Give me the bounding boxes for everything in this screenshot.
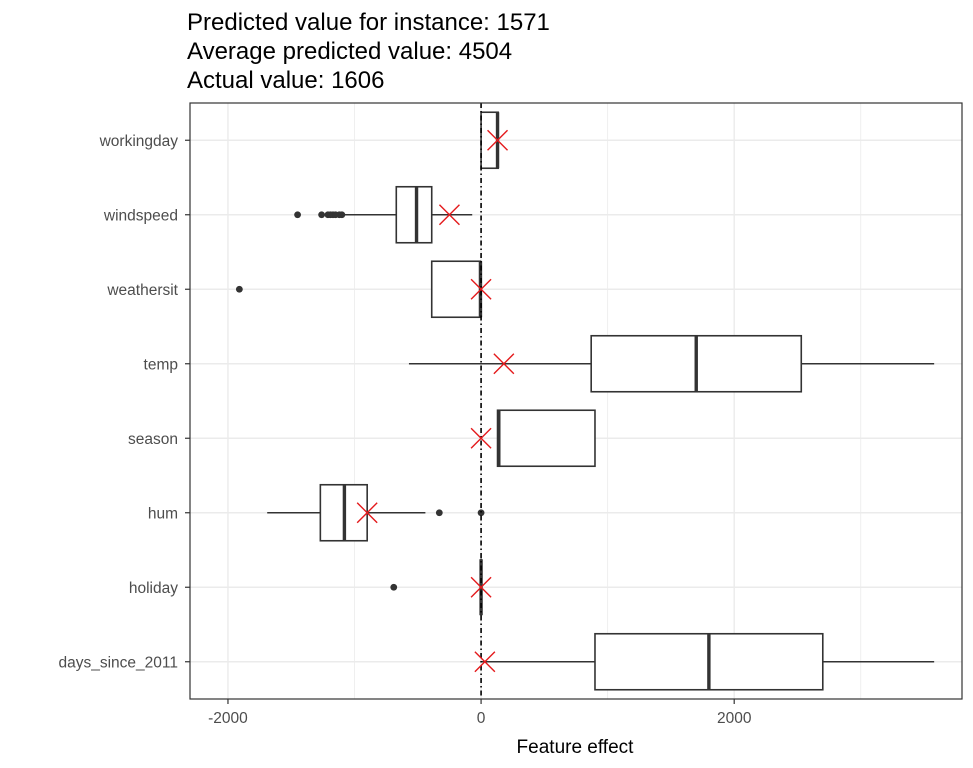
instance-marker-hum <box>356 502 378 524</box>
x-axis: -2000 0 2000 <box>208 699 752 727</box>
instance-marker-season <box>470 427 492 449</box>
instance-marker-weathersit <box>470 278 492 300</box>
outlier-point-windspeed <box>294 211 301 219</box>
y-tick-label-temp: temp <box>144 356 178 373</box>
instance-marker-holiday <box>470 576 492 598</box>
instance-marker-windspeed <box>438 204 460 226</box>
chart-title: Predicted value for instance: 1571 Avera… <box>187 8 550 95</box>
y-axis: days_since_2011 holiday hum season temp weath… <box>59 133 190 671</box>
box-season <box>496 409 596 468</box>
y-tick-label-workingday: workingday <box>99 133 179 150</box>
title-average-predicted-value: Average predicted value: 4504 <box>187 38 513 65</box>
box-workingday <box>480 111 499 170</box>
outlier-point-windspeed <box>338 211 346 219</box>
outlier-point-hum <box>435 509 443 517</box>
title-predicted-value: Predicted value for instance: 1571 <box>187 9 550 36</box>
plot-panel-background <box>190 103 962 699</box>
plot-panel-border <box>189 102 963 700</box>
x-tick-label: 2000 <box>717 710 752 727</box>
outlier-point-hum <box>477 509 485 517</box>
instance-markers <box>356 129 515 673</box>
instance-marker-workingday <box>487 129 509 151</box>
outlier-point-weathersit <box>235 285 243 293</box>
outlier-points <box>235 211 485 591</box>
box-weathersit <box>430 260 482 319</box>
x-tick-label: -2000 <box>208 710 248 727</box>
y-tick-label-days_since_2011: days_since_2011 <box>59 654 179 671</box>
box-windspeed <box>395 185 433 244</box>
outlier-point-windspeed <box>318 211 326 219</box>
x-axis-title: Feature effect <box>517 737 635 758</box>
y-tick-label-season: season <box>128 431 178 448</box>
x-tick-label: 0 <box>477 710 486 727</box>
y-tick-label-weathersit: weathersit <box>106 282 178 299</box>
y-tick-label-holiday: holiday <box>129 580 178 597</box>
whiskers <box>267 213 935 663</box>
y-tick-label-hum: hum <box>148 505 178 522</box>
y-tick-label-windspeed: windspeed <box>103 207 178 224</box>
title-actual-value: Actual value: 1606 <box>187 67 385 94</box>
outlier-point-holiday <box>390 583 398 591</box>
instance-marker-temp <box>493 353 515 375</box>
instance-marker-days_since_2011 <box>474 651 496 673</box>
